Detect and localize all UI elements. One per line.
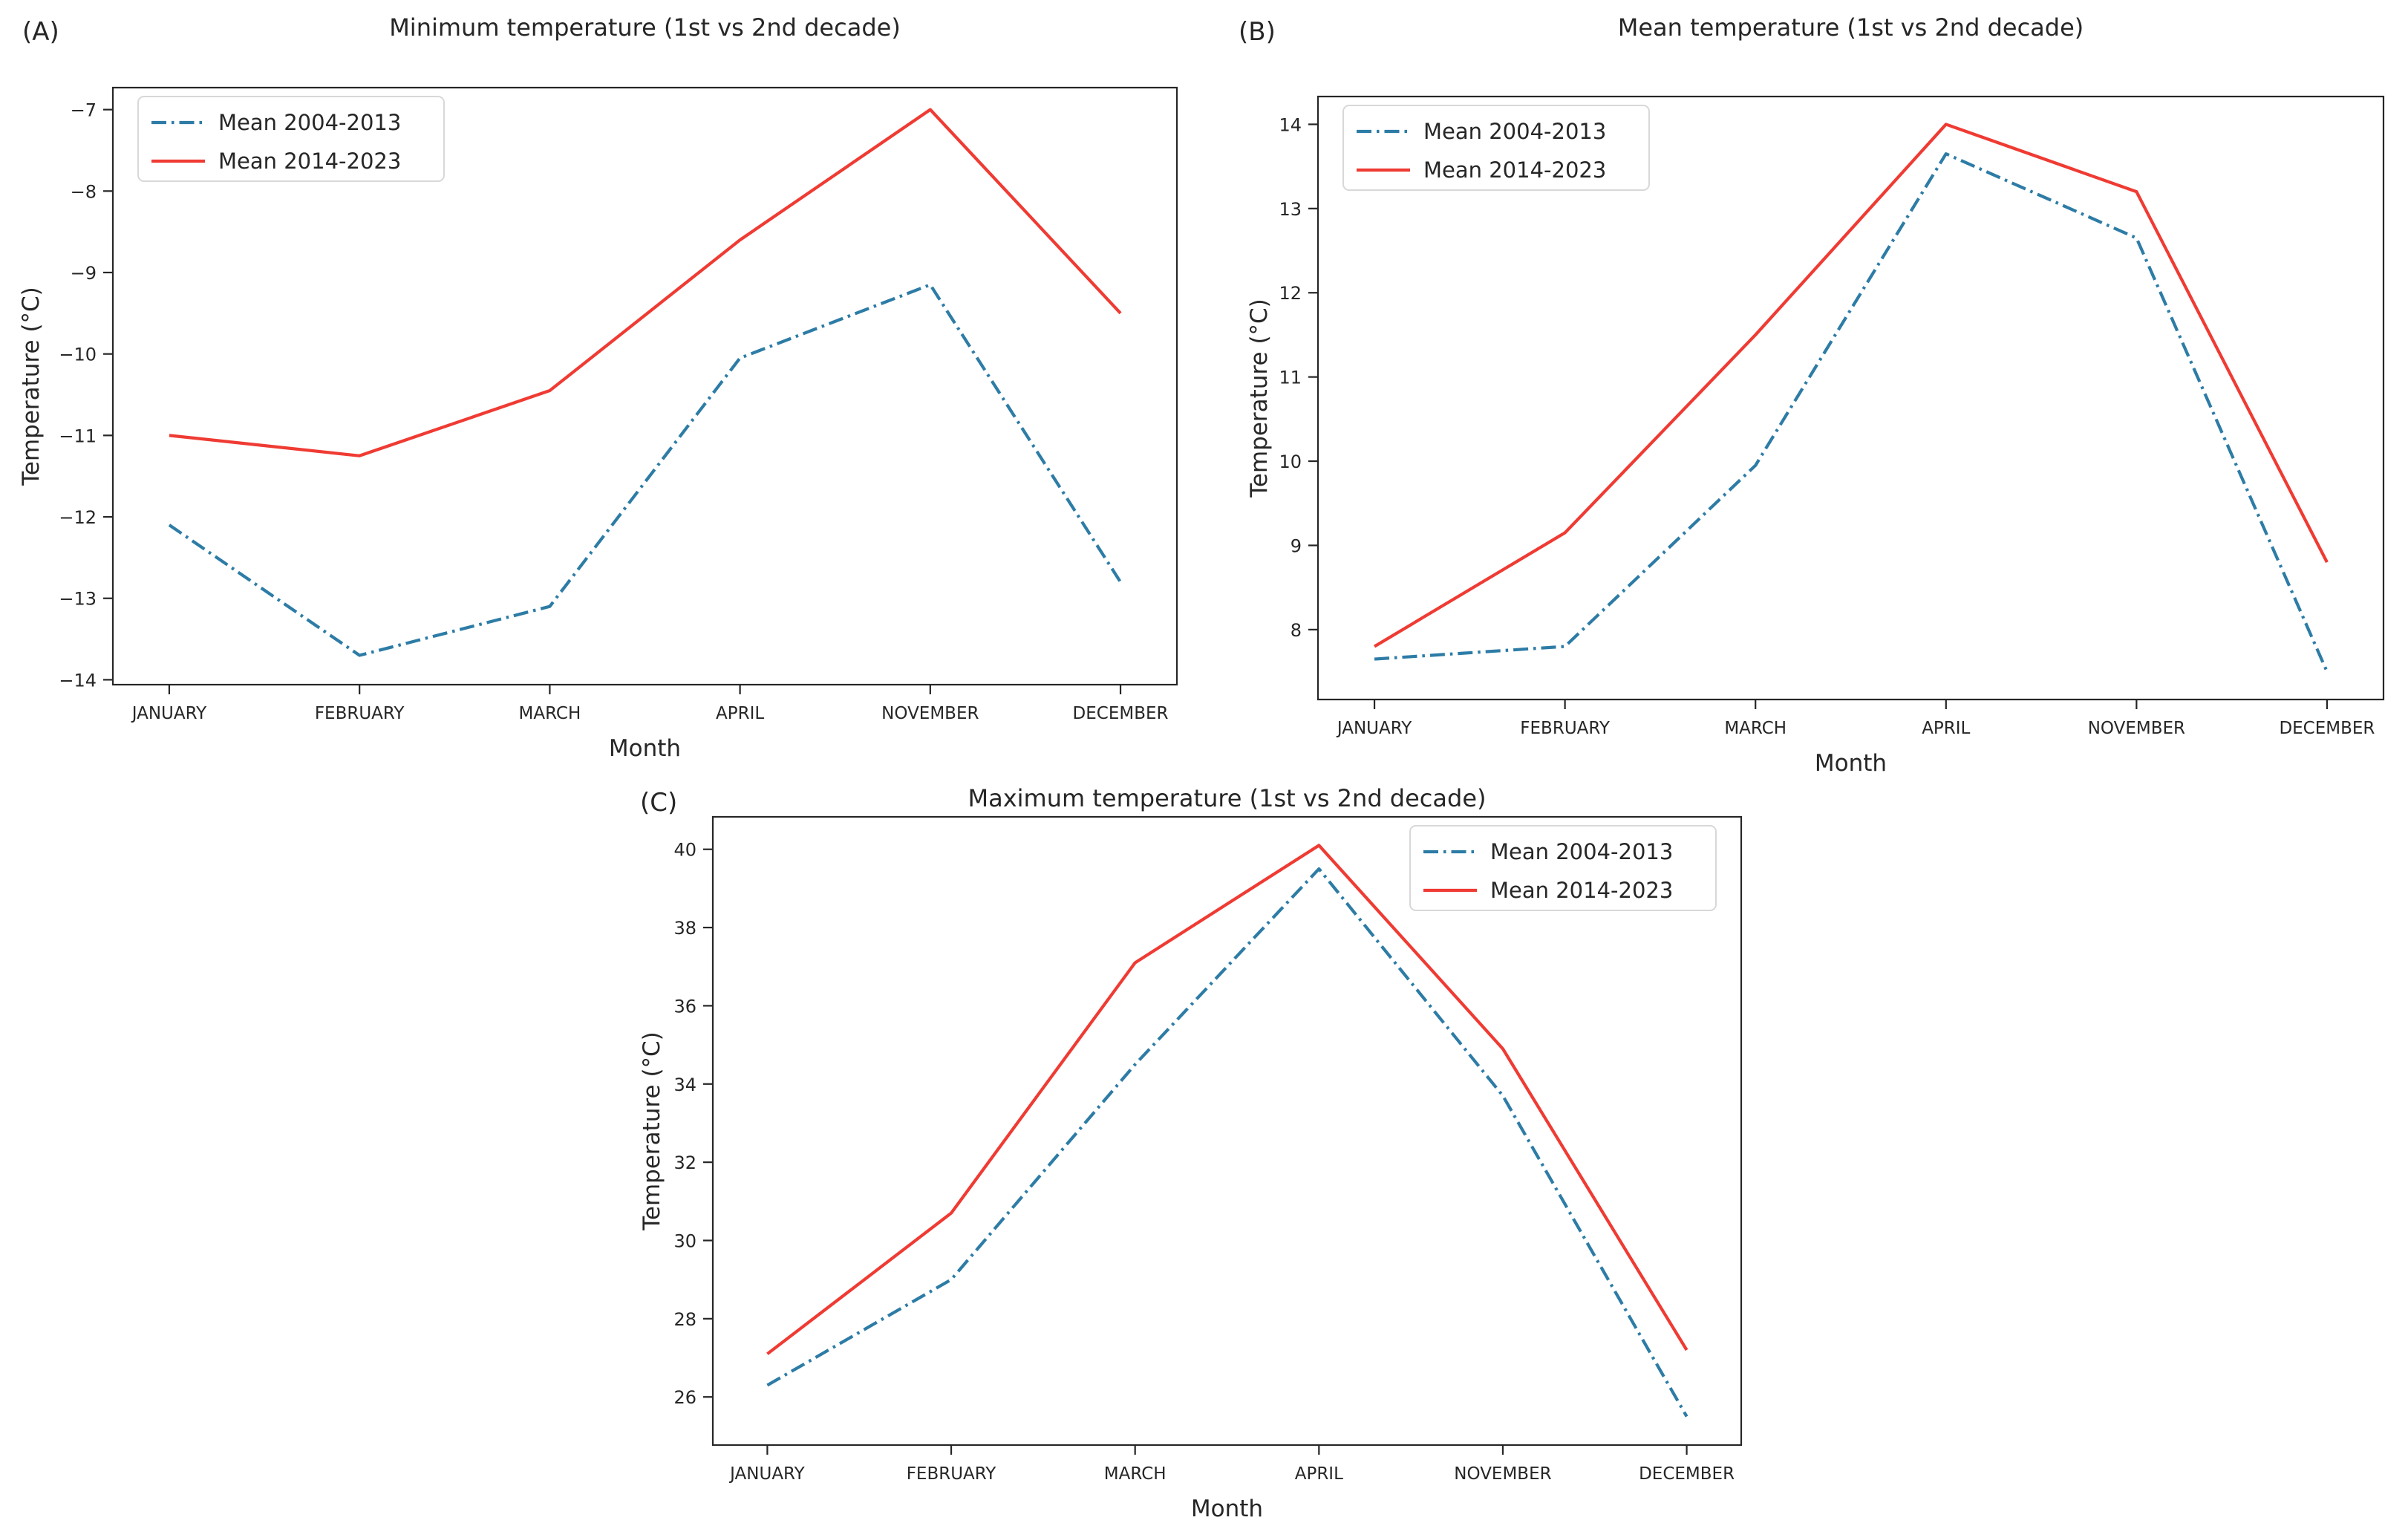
x-tick-label: NOVEMBER — [881, 704, 979, 723]
x-tick-label: JANUARY — [728, 1464, 805, 1484]
series-line-mean-2014-2023 — [1373, 123, 2329, 648]
y-tick-label: 38 — [673, 918, 696, 939]
x-tick-label: DECEMBER — [1639, 1464, 1735, 1484]
y-tick-label: 12 — [1279, 283, 1302, 304]
x-tick-label: DECEMBER — [2279, 719, 2375, 738]
panel-C: 26 28 30 32 34 36 38 40 JANUARY FEBRUARY MARCH APRI… — [639, 784, 1743, 1522]
legend-item-label: Mean 2004-2013 — [1490, 839, 1673, 864]
y-tick-label: 30 — [673, 1230, 696, 1251]
y-tick-label: −13 — [59, 589, 97, 610]
series-line-mean-2004-2013 — [766, 867, 1688, 1418]
y-tick-label: 34 — [673, 1075, 696, 1095]
legend-item-label: Mean 2014-2023 — [1423, 157, 1606, 183]
y-axis-label: Temperature (°C) — [18, 287, 45, 486]
y-tick-label: 36 — [673, 996, 696, 1017]
y-tick-label: 28 — [673, 1309, 696, 1330]
x-tick-label: NOVEMBER — [1454, 1464, 1551, 1484]
y-tick-label: −7 — [71, 100, 97, 121]
panel-letter: (A) — [22, 17, 59, 47]
x-axis-label: Month — [609, 735, 681, 762]
panel-A: −14 −13 −12 −11 −10 −9 −8 −7 JANUARY FEBRUARY MARC… — [18, 13, 1178, 762]
x-tick-label: MARCH — [1724, 719, 1787, 738]
y-tick-label: 9 — [1291, 535, 1302, 556]
x-tick-label: FEBRUARY — [315, 704, 405, 723]
chart-title: Minimum temperature (1st vs 2nd decade) — [389, 13, 901, 42]
y-tick-label: 26 — [673, 1387, 696, 1408]
plot-frame — [111, 86, 1178, 686]
series-line-mean-2014-2023 — [169, 108, 1122, 457]
y-tick-label: −12 — [59, 507, 97, 528]
plot-frame — [1316, 95, 2385, 701]
x-tick-label: MARCH — [518, 704, 581, 723]
y-tick-label: −10 — [59, 345, 97, 365]
y-tick-label: 11 — [1279, 368, 1302, 388]
legend-box — [1409, 825, 1717, 911]
y-tick-label: 40 — [673, 840, 696, 861]
y-tick-label: −14 — [59, 670, 97, 691]
x-tick-label: DECEMBER — [1073, 704, 1169, 723]
legend: Mean 2004-2013 Mean 2014-2023 — [1342, 105, 1650, 191]
panel-letter: (B) — [1239, 17, 1276, 47]
x-tick-label: APRIL — [716, 704, 764, 723]
x-tick-label: JANUARY — [1336, 719, 1412, 738]
y-tick-label: 14 — [1279, 114, 1302, 135]
x-tick-label: MARCH — [1104, 1464, 1167, 1484]
x-tick-label: JANUARY — [131, 704, 207, 723]
y-tick-label: 8 — [1291, 620, 1302, 641]
legend: Mean 2004-2013 Mean 2014-2023 — [137, 96, 445, 182]
legend-item-label: Mean 2004-2013 — [1423, 119, 1606, 144]
panel-B: 8 9 10 11 12 13 14 JANUARY FEBRUARY MARCH APRIL NOV… — [1239, 13, 2385, 777]
y-tick-label: 32 — [673, 1152, 696, 1173]
x-axis-label: Month — [1191, 1496, 1263, 1522]
panel-letter: (C) — [640, 788, 677, 818]
y-tick-label: −8 — [71, 181, 97, 202]
y-tick-label: 10 — [1279, 451, 1302, 472]
legend-item-label: Mean 2004-2013 — [218, 110, 401, 135]
chart-title: Mean temperature (1st vs 2nd decade) — [1618, 13, 2084, 42]
legend-box — [1342, 105, 1650, 191]
x-tick-label: APRIL — [1922, 719, 1970, 738]
legend-item-label: Mean 2014-2023 — [1490, 878, 1673, 903]
plot-frame — [711, 815, 1743, 1447]
series-line-mean-2004-2013 — [1374, 152, 2329, 673]
y-axis-label: Temperature (°C) — [1246, 299, 1273, 498]
y-axis-label: Temperature (°C) — [639, 1031, 665, 1231]
legend-item-label: Mean 2014-2023 — [218, 149, 401, 174]
x-tick-label: APRIL — [1295, 1464, 1343, 1484]
series-line-mean-2014-2023 — [766, 844, 1688, 1355]
y-tick-label: 13 — [1279, 199, 1302, 220]
series-line-mean-2004-2013 — [168, 283, 1122, 657]
legend-box — [137, 96, 445, 182]
x-tick-label: NOVEMBER — [2088, 719, 2185, 738]
y-tick-label: −11 — [59, 425, 97, 446]
x-tick-label: FEBRUARY — [1520, 719, 1611, 738]
x-tick-label: FEBRUARY — [907, 1464, 997, 1484]
chart-title: Maximum temperature (1st vs 2nd decade) — [968, 784, 1487, 812]
legend: Mean 2004-2013 Mean 2014-2023 — [1409, 825, 1717, 911]
x-axis-label: Month — [1815, 750, 1887, 777]
y-tick-label: −9 — [71, 263, 97, 284]
